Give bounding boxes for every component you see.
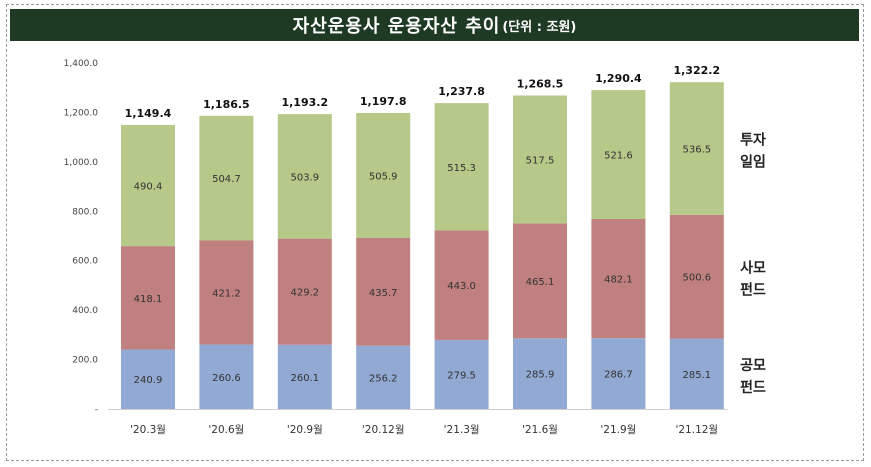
data-label: 286.7 [604,370,633,381]
bar-segment [356,112,411,239]
data-label: 515.3 [447,163,476,174]
bar-segment [669,214,724,339]
bar-segment [513,338,567,409]
bar-segment [591,338,646,409]
total-label: 1,290.4 [595,72,642,85]
data-label: 503.9 [290,172,319,183]
y-tick-label: 600.0 [72,257,98,267]
legend-label: 공모 [740,358,766,374]
bar-segment [669,338,724,409]
total-label: 1,149.4 [125,107,172,120]
y-tick-label: - [95,405,98,415]
legend-label: 펀드 [740,283,766,299]
bar-segment [356,238,411,346]
data-label: 536.5 [682,145,711,156]
chart-unit: (단위 : 조원) [502,19,577,35]
legend-label: 일임 [740,155,766,171]
bar-segment [199,344,254,409]
data-label: 279.5 [447,370,476,381]
x-tick-label: '20.3월 [130,424,166,436]
chart-title-bar: 자산운용사 운용자산 추이 (단위 : 조원) [10,9,859,41]
bar-segment [199,240,254,345]
data-label: 260.6 [212,373,241,384]
chart-title: 자산운용사 운용자산 추이 [292,16,501,37]
total-label: 1,186.5 [203,98,250,111]
bar-segment [121,349,175,409]
bar-segment [121,246,175,350]
x-tick-label: '20.12월 [362,424,405,436]
legend-label: 투자 [740,133,766,149]
x-tick-label: '21.9월 [600,424,636,436]
total-label: 1,268.5 [517,77,564,90]
bar-segment [591,90,646,219]
total-label: 1,197.8 [360,95,407,108]
data-label: 435.7 [369,288,398,299]
y-tick-label: 800.0 [72,207,98,217]
data-label: 260.1 [290,373,319,384]
data-label: 521.6 [604,151,633,162]
total-label: 1,237.8 [438,85,485,98]
data-label: 285.1 [682,370,711,381]
bar-segment [434,339,489,409]
x-tick-label: '21.3월 [444,424,480,436]
y-tick-label: 1,000.0 [64,158,99,168]
bar-segment [199,115,254,241]
bar-segment [121,124,175,247]
y-tick-label: 400.0 [72,306,98,316]
x-tick-label: '20.6월 [208,424,244,436]
bar-segment [434,103,489,231]
data-label: 421.2 [212,289,241,300]
bar-segment [277,344,332,409]
data-label: 490.4 [134,182,163,193]
y-tick-label: 200.0 [72,356,98,366]
bar-segment [591,218,646,339]
bar-segment [277,238,332,345]
data-label: 500.6 [682,273,711,284]
total-label: 1,322.2 [673,64,720,77]
data-label: 256.2 [369,373,398,384]
data-label: 517.5 [526,155,555,166]
x-tick-label: '20.9월 [287,424,323,436]
data-label: 465.1 [526,277,555,288]
x-tick-label: '21.12월 [675,424,718,436]
legend-label: 사모 [740,261,766,277]
data-label: 504.7 [212,174,241,185]
bar-segment [669,82,724,215]
y-tick-label: 1,200.0 [64,108,99,118]
chart-frame [6,4,864,461]
data-label: 429.2 [290,288,319,299]
bar-segment [277,114,332,239]
data-label: 482.1 [604,275,633,286]
y-tick-label: 1,400.0 [64,59,99,69]
data-label: 505.9 [369,171,398,182]
bar-segment [356,345,411,409]
data-label: 418.1 [134,294,163,305]
x-tick-label: '21.6월 [522,424,558,436]
data-label: 443.0 [447,281,476,292]
total-label: 1,193.2 [281,96,328,109]
bar-segment [434,230,489,340]
bar-segment [513,95,567,224]
data-label: 285.9 [526,370,555,381]
data-label: 240.9 [134,375,163,386]
legend-label: 펀드 [740,380,766,396]
bar-segment [513,223,567,339]
